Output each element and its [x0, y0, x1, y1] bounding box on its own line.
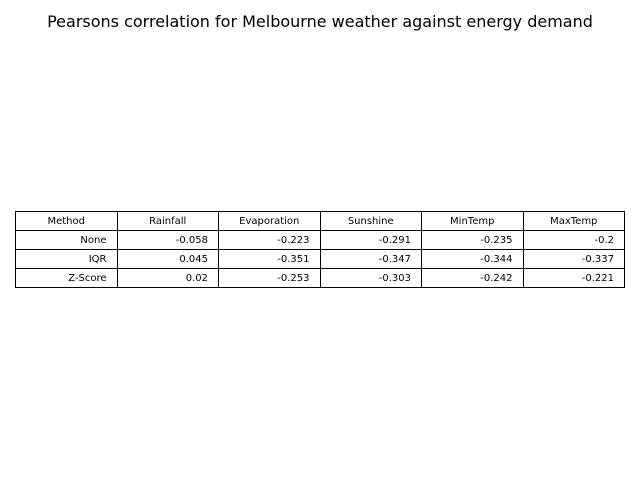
cell-sunshine: -0.303 — [319, 268, 422, 288]
cell-maxtemp: -0.221 — [522, 268, 625, 288]
cell-method: None — [15, 230, 118, 250]
header-sunshine: Sunshine — [319, 211, 422, 231]
cell-evaporation: -0.351 — [218, 249, 321, 269]
cell-maxtemp: -0.337 — [522, 249, 625, 269]
cell-sunshine: -0.347 — [319, 249, 422, 269]
chart-title: Pearsons correlation for Melbourne weath… — [47, 12, 593, 31]
cell-mintemp: -0.344 — [421, 249, 524, 269]
cell-method: Z-Score — [15, 268, 118, 288]
header-evaporation: Evaporation — [218, 211, 321, 231]
header-method: Method — [15, 211, 118, 231]
cell-rainfall: -0.058 — [116, 230, 219, 250]
table-row-iqr: IQR 0.045 -0.351 -0.347 -0.344 -0.337 — [15, 249, 625, 269]
cell-evaporation: -0.223 — [218, 230, 321, 250]
cell-maxtemp: -0.2 — [522, 230, 625, 250]
header-maxtemp: MaxTemp — [522, 211, 625, 231]
table-header-row: Method Rainfall Evaporation Sunshine Min… — [15, 211, 625, 231]
cell-method: IQR — [15, 249, 118, 269]
cell-rainfall: 0.045 — [116, 249, 219, 269]
header-mintemp: MinTemp — [421, 211, 524, 231]
cell-mintemp: -0.242 — [421, 268, 524, 288]
cell-sunshine: -0.291 — [319, 230, 422, 250]
cell-rainfall: 0.02 — [116, 268, 219, 288]
table-row-z-score: Z-Score 0.02 -0.253 -0.303 -0.242 -0.221 — [15, 268, 625, 288]
cell-mintemp: -0.235 — [421, 230, 524, 250]
table-row-none: None -0.058 -0.223 -0.291 -0.235 -0.2 — [15, 230, 625, 250]
correlation-table: Method Rainfall Evaporation Sunshine Min… — [15, 211, 625, 288]
cell-evaporation: -0.253 — [218, 268, 321, 288]
header-rainfall: Rainfall — [116, 211, 219, 231]
